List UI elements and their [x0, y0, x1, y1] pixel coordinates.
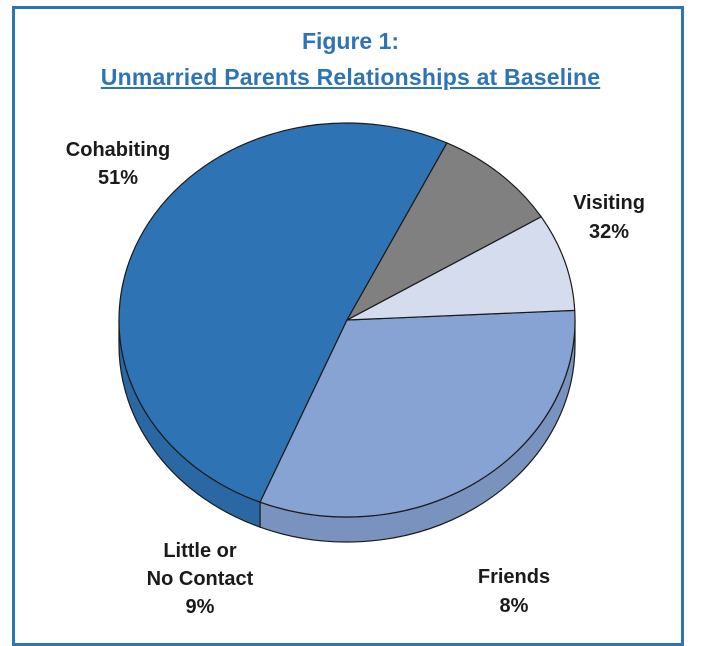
pie-slice-little-or-no-contact: [346, 142, 542, 321]
slice-label-little-contact-line1: Little or: [163, 540, 237, 562]
pie-chart: Cohabiting 51% Visiting 32% Friends 8% L…: [66, 122, 645, 618]
slice-label-cohabiting: Cohabiting: [66, 139, 170, 161]
slice-value-visiting: 32%: [589, 221, 629, 243]
pie-top: [118, 122, 576, 518]
slice-value-little-contact: 9%: [186, 596, 215, 618]
slice-label-friends: Friends: [478, 566, 550, 588]
pie-slice-visiting: [259, 309, 576, 518]
slice-label-visiting: Visiting: [573, 192, 645, 214]
slice-value-friends: 8%: [500, 595, 529, 617]
pie-slice-friends: [346, 216, 576, 321]
slice-value-cohabiting: 51%: [98, 167, 138, 189]
slice-label-little-contact-line2: No Contact: [147, 568, 254, 590]
chart-title: Unmarried Parents Relationships at Basel…: [100, 64, 601, 90]
pie-slice-cohabiting: [118, 122, 448, 503]
figure-number: Figure 1:: [301, 28, 400, 54]
